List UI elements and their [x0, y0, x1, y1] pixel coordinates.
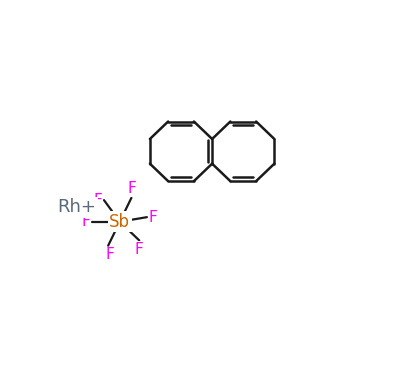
Text: Sb: Sb [109, 213, 130, 231]
Text: F: F [82, 214, 91, 229]
Text: F: F [105, 247, 114, 263]
Text: Rh+: Rh+ [58, 198, 96, 216]
Text: F: F [135, 242, 144, 257]
Text: F: F [149, 210, 157, 225]
Text: F: F [94, 193, 102, 208]
Text: F: F [127, 181, 136, 196]
